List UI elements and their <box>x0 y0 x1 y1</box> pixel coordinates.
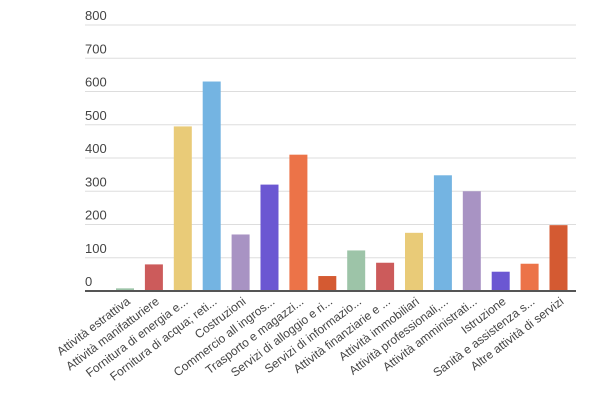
bar[interactable] <box>405 232 423 291</box>
y-tick-label: 100 <box>85 241 107 256</box>
y-tick-label: 500 <box>85 108 107 123</box>
bar[interactable] <box>491 271 510 291</box>
bar[interactable] <box>462 191 481 291</box>
bar[interactable] <box>318 276 337 291</box>
bars <box>116 81 568 292</box>
y-tick-label: 0 <box>85 274 92 289</box>
y-tick-label: 800 <box>85 8 107 23</box>
bar[interactable] <box>520 263 539 291</box>
bar[interactable] <box>289 154 308 291</box>
bar[interactable] <box>433 175 452 291</box>
bar[interactable] <box>116 288 134 291</box>
y-tick-label: 700 <box>85 41 107 56</box>
bar[interactable] <box>202 81 221 292</box>
bar[interactable] <box>144 264 163 291</box>
y-tick-label: 300 <box>85 174 107 189</box>
gridlines <box>85 24 576 259</box>
bar[interactable] <box>549 225 568 291</box>
y-tick-label: 400 <box>85 141 107 156</box>
bar[interactable] <box>173 126 192 291</box>
y-axis-ticks: 0 100 200 300 400 500 600 700 800 <box>85 8 107 289</box>
bar[interactable] <box>347 250 366 291</box>
bar[interactable] <box>231 234 250 291</box>
bar[interactable] <box>376 262 395 291</box>
bar[interactable] <box>260 184 279 291</box>
y-tick-label: 200 <box>85 208 107 223</box>
y-tick-label: 600 <box>85 75 107 90</box>
